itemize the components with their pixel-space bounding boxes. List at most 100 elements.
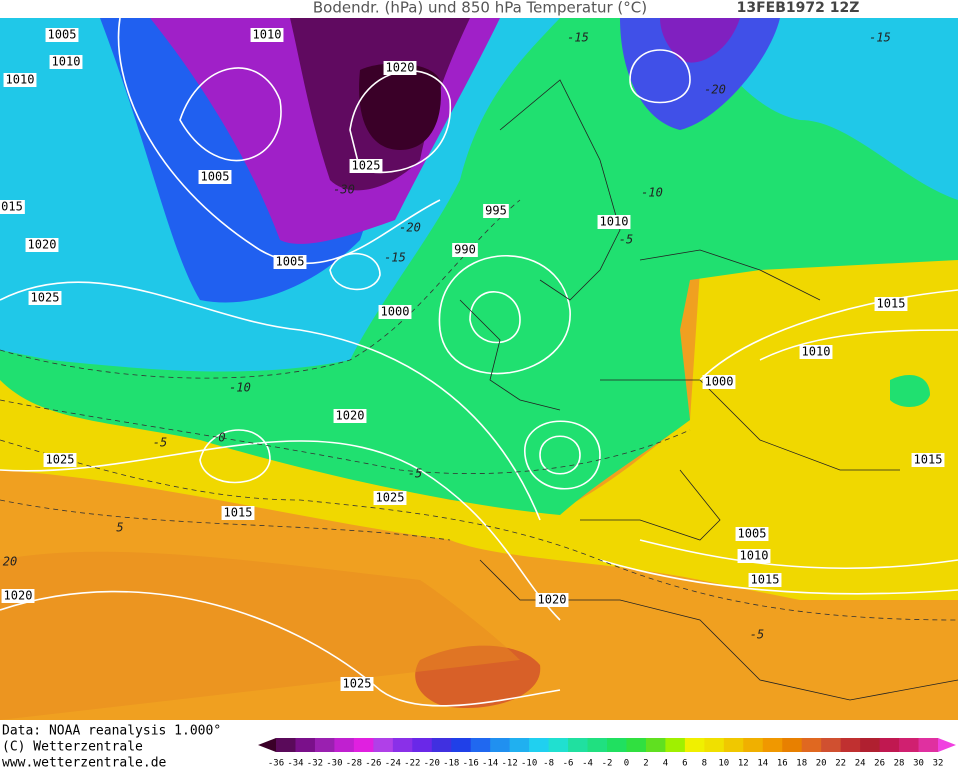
colorbar-label: -34 <box>287 759 303 769</box>
colorbar-label: 18 <box>796 759 807 769</box>
temperature-contour <box>0 399 691 474</box>
isobar-label-box <box>340 677 374 691</box>
isobar <box>524 420 601 490</box>
colorbar-swatch <box>782 738 803 752</box>
colorbar-swatch <box>334 738 355 752</box>
colorbar-label: 30 <box>913 759 924 769</box>
colorbar-label: -36 <box>268 759 284 769</box>
isobar-label-box <box>483 204 509 218</box>
isobar-label: 1010 <box>740 549 769 563</box>
isobar-label: 1010 <box>802 345 831 359</box>
coastline <box>459 79 959 701</box>
temperature-label: 0 <box>218 431 225 445</box>
temperature-label: -30 <box>333 183 355 197</box>
isobar-label: 1000 <box>705 375 734 389</box>
isobar-label-box <box>349 159 383 173</box>
isobar-label-box <box>45 28 79 42</box>
colorbar-label: 24 <box>855 759 866 769</box>
colorbar-swatch <box>723 738 744 752</box>
isobar-label: 1025 <box>376 491 405 505</box>
isobar-label: 1005 <box>276 255 305 269</box>
isobar-label: 1010 <box>253 28 282 42</box>
isobar-label-box <box>49 55 83 69</box>
isobar <box>629 49 691 104</box>
isobar-label-box <box>273 255 307 269</box>
colorbar-label: 2 <box>643 759 648 769</box>
isobar-label-box <box>221 506 255 520</box>
colorbar-label: -4 <box>582 759 593 769</box>
colorbar-label: 0 <box>624 759 629 769</box>
colorbar-label: 8 <box>702 759 707 769</box>
colorbar-label: 4 <box>663 759 668 769</box>
isobar-label-box <box>25 238 59 252</box>
isobar-label-box <box>198 170 232 184</box>
isobar-label: 1025 <box>343 677 372 691</box>
isobar-label: 1005 <box>738 527 767 541</box>
colorbar-label: -32 <box>307 759 323 769</box>
isobar-label-box <box>748 573 782 587</box>
colorbar-swatch <box>840 738 861 752</box>
copyright: (C) Wetterzentrale <box>2 740 143 755</box>
isobar-label: 1025 <box>352 159 381 173</box>
colorbar-label: 12 <box>738 759 749 769</box>
isobar <box>117 17 441 265</box>
colorbar-label: -2 <box>602 759 613 769</box>
isobar <box>179 67 282 162</box>
colorbar-label: 10 <box>718 759 729 769</box>
isobar <box>0 440 561 621</box>
isobar-label: 1015 <box>751 573 780 587</box>
temperature-label: -10 <box>641 186 663 200</box>
colorbar-swatch <box>412 738 433 752</box>
colorbar-label: -24 <box>385 759 401 769</box>
colorbar-swatch <box>470 738 491 752</box>
isobar-label: 1020 <box>336 409 365 423</box>
colorbar-swatch <box>821 738 842 752</box>
map-date: 13FEB1972 12Z <box>737 0 860 16</box>
colorbar-label: 6 <box>682 759 687 769</box>
isobar-label: 1010 <box>6 73 35 87</box>
isobar <box>699 289 959 381</box>
isobar-label-box <box>378 305 412 319</box>
colorbar-label: -28 <box>346 759 362 769</box>
isobar <box>0 590 561 707</box>
isobar-label: 1010 <box>52 55 81 69</box>
temperature-label: -5 <box>408 467 422 481</box>
colorbar-swatch <box>860 738 881 752</box>
colorbar-swatch <box>529 738 550 752</box>
isobar-label: 1015 <box>877 297 906 311</box>
isobar-label-box <box>735 527 769 541</box>
isobar-label: 1000 <box>381 305 410 319</box>
colorbar-swatch <box>373 738 394 752</box>
isobar-label-box <box>383 61 417 75</box>
cool-spot <box>890 375 930 407</box>
isobar <box>599 559 959 595</box>
isobar-label: 1005 <box>201 170 230 184</box>
temperature-contour <box>0 499 451 541</box>
isobar-label: 990 <box>454 243 476 257</box>
isobar-label: 1020 <box>4 589 33 603</box>
isobar-label-box <box>250 28 284 42</box>
temperature-label: -5 <box>750 628 764 642</box>
colorbar-swatch <box>645 738 666 752</box>
temperature-label: -15 <box>869 31 891 45</box>
isobar-label: 995 <box>485 204 507 218</box>
isobar <box>639 539 959 570</box>
colorbar-label: -12 <box>502 759 518 769</box>
isobar-label-box <box>333 409 367 423</box>
isobar-label: 1010 <box>600 215 629 229</box>
isobar-label: 1020 <box>386 61 415 75</box>
temperature-label: -20 <box>399 221 421 235</box>
colorbar-swatch <box>568 738 589 752</box>
isobar-label: 1025 <box>46 453 75 467</box>
isobar-label: 1025 <box>31 291 60 305</box>
colorbar-swatch <box>879 738 900 752</box>
colorbar-swatch <box>801 738 822 752</box>
temperature-label: -15 <box>567 31 589 45</box>
temperature-label: -15 <box>384 251 406 265</box>
isobar <box>199 429 271 484</box>
isobar-label-box <box>28 291 62 305</box>
temperature-label: 5 <box>116 521 123 535</box>
isobar <box>759 329 959 361</box>
colorbar-swatch <box>295 738 316 752</box>
temperature-label: -20 <box>704 83 726 97</box>
